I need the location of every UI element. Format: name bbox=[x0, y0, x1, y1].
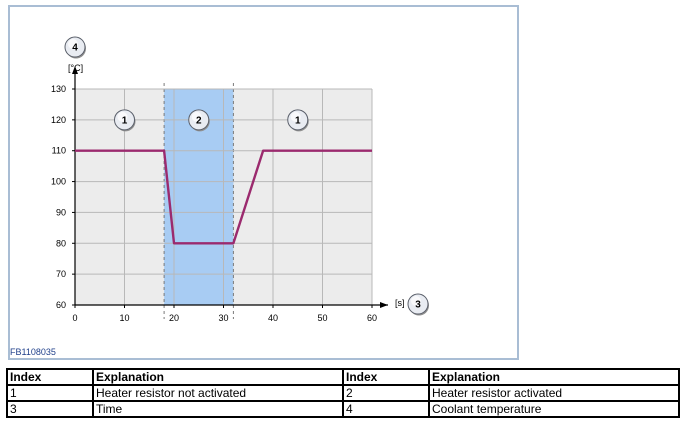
badge-highlight bbox=[411, 296, 421, 306]
legend-index-cell: 4 bbox=[342, 400, 430, 418]
y-tick-label: 70 bbox=[56, 269, 66, 279]
legend-header-index-2: Index bbox=[342, 368, 430, 386]
y-tick-label: 120 bbox=[51, 115, 66, 125]
x-tick-label: 20 bbox=[169, 313, 179, 323]
badge-label: 4 bbox=[72, 43, 78, 54]
badge-label: 1 bbox=[122, 115, 128, 126]
y-tick-label: 80 bbox=[56, 238, 66, 248]
y-tick-label: 60 bbox=[56, 300, 66, 310]
x-tick-label: 30 bbox=[218, 313, 228, 323]
x-axis-badge: 3 bbox=[407, 293, 429, 316]
legend-explanation-cell: Heater resistor activated bbox=[428, 384, 680, 402]
legend-index-cell: 1 bbox=[6, 384, 94, 402]
badge-label: 2 bbox=[196, 115, 202, 126]
legend-header-explanation-2: Explanation bbox=[428, 368, 680, 386]
x-tick-label: 10 bbox=[119, 313, 129, 323]
x-tick-label: 60 bbox=[367, 313, 377, 323]
badge-label: 3 bbox=[415, 300, 421, 311]
y-tick-label: 90 bbox=[56, 207, 66, 217]
y-tick-label: 130 bbox=[51, 84, 66, 94]
x-axis-arrow bbox=[380, 302, 388, 308]
y-axis-badge: 4 bbox=[64, 36, 86, 59]
figure-code: FB1108035 bbox=[10, 347, 56, 357]
badge-highlight bbox=[68, 39, 78, 49]
legend-header-row: Index Explanation Index Explanation bbox=[6, 368, 680, 386]
legend-explanation-cell: Time bbox=[92, 400, 344, 418]
y-axis-label: [°C] bbox=[68, 63, 83, 73]
badge-label: 1 bbox=[295, 115, 301, 126]
legend-header-explanation-1: Explanation bbox=[92, 368, 344, 386]
legend-index-cell: 3 bbox=[6, 400, 94, 418]
x-axis-label: [s] bbox=[395, 298, 405, 308]
region-badge: 1 bbox=[114, 109, 136, 132]
badge-highlight bbox=[191, 111, 202, 122]
table-row: 1 Heater resistor not activated 2 Heater… bbox=[6, 384, 680, 402]
series-line bbox=[75, 149, 372, 245]
region-badge: 2 bbox=[188, 109, 210, 132]
region-badge: 1 bbox=[287, 109, 309, 132]
badge-highlight bbox=[290, 111, 301, 122]
x-tick-label: 0 bbox=[72, 313, 77, 323]
legend-explanation-cell: Coolant temperature bbox=[428, 400, 680, 418]
legend-explanation-cell: Heater resistor not activated bbox=[92, 384, 344, 402]
y-axis-arrow bbox=[72, 66, 78, 74]
x-tick-label: 50 bbox=[317, 313, 327, 323]
badge-highlight bbox=[117, 111, 128, 122]
legend-index-cell: 2 bbox=[342, 384, 430, 402]
y-tick-label: 110 bbox=[52, 146, 66, 156]
y-tick-label: 100 bbox=[51, 177, 66, 187]
legend-table: Index Explanation Index Explanation 1 He… bbox=[6, 368, 680, 418]
legend-header-index-1: Index bbox=[6, 368, 94, 386]
x-tick-label: 40 bbox=[268, 313, 278, 323]
table-row: 3 Time 4 Coolant temperature bbox=[6, 400, 680, 418]
